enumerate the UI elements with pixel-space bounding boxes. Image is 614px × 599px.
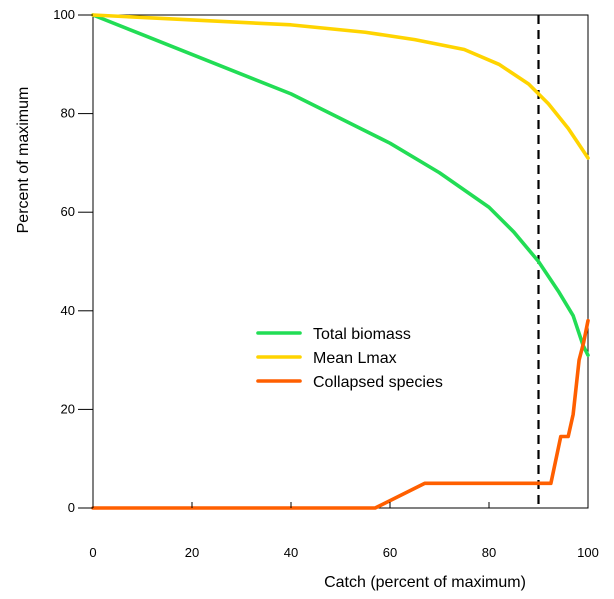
x-tick-label: 40 [284,545,298,560]
legend-label: Collapsed species [313,374,443,391]
plot-border [92,14,589,509]
legend-label: Total biomass [313,326,411,343]
series-line-collapsed-species [91,318,590,510]
legend: Total biomass Mean Lmax Collapsed species [256,326,443,391]
x-tick-label: 80 [482,545,496,560]
y-tick-label: 40 [61,303,75,318]
x-tick-label: 60 [383,545,397,560]
x-axis-label: Catch (percent of maximum) [324,574,526,591]
y-tick-label: 20 [61,401,75,416]
x-tick-label: 0 [89,545,96,560]
x-tick-label: 20 [185,545,199,560]
series-line-total-biomass [91,13,590,357]
y-axis-label: Percent of maximum [15,87,32,234]
x-tick-label: 100 [577,545,599,560]
series-layer [91,13,590,510]
legend-label: Mean Lmax [313,350,397,367]
plot-area-group [92,14,589,509]
y-axis-ticks: 0 20 40 60 80 100 [53,7,93,515]
x-axis-ticks: 0 20 40 60 80 100 [89,502,599,560]
y-tick-label: 80 [61,106,75,121]
y-tick-label: 60 [61,204,75,219]
series-line-mean-lmax [91,13,590,160]
y-tick-label: 100 [53,7,75,22]
y-tick-label: 0 [68,500,75,515]
